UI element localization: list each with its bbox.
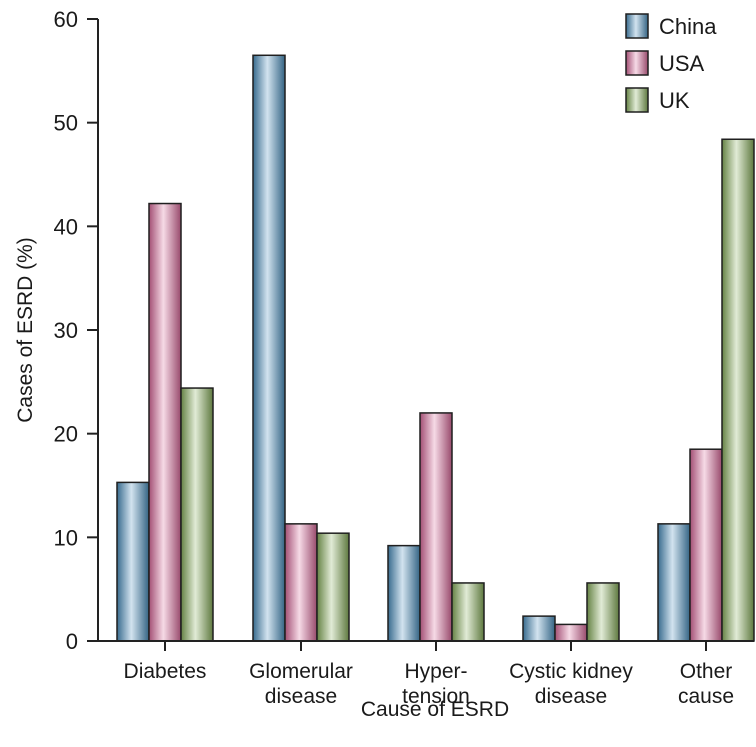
bar-usa-2 [284,523,318,642]
bar-china-4 [522,615,556,642]
legend-swatch-uk [625,87,649,113]
bar-usa-1 [148,202,182,642]
axes-layer: 0 10 20 30 40 50 60 Diabetes Glomerular disease Hy… [54,7,754,708]
legend-swatch-china [625,13,649,39]
x-tick-label: Hyper-tension [402,660,470,708]
y-tick-label: 50 [54,111,78,136]
bar-usa-3 [419,412,453,642]
x-tick-label: Diabetes [124,660,207,683]
legend-label-uk: UK [659,88,690,113]
y-tick-label: 0 [66,629,78,654]
y-tick-label: 40 [54,214,78,239]
bar-usa-4 [554,623,588,642]
bar-uk-1 [180,387,214,642]
y-axis-title: Cases of ESRD (%) [14,237,37,423]
bars-layer [116,54,755,642]
bar-china-3 [387,544,421,642]
x-tick-label: Cystic kidney disease [509,660,633,708]
x-tick-label: Glomerular disease [249,660,353,708]
x-tick-label: Other cause [678,660,734,708]
bar-uk-5 [721,138,755,642]
x-axis-title: Cause of ESRD [361,698,509,721]
bar-china-2 [252,54,286,642]
y-tick-label: 10 [54,525,78,550]
bar-uk-2 [316,532,350,642]
bar-usa-5 [689,448,723,642]
legend-swatch-usa [625,50,649,76]
bar-uk-4 [586,582,620,642]
bar-china-1 [116,481,150,642]
bar-china-5 [657,523,691,642]
y-tick-label: 20 [54,422,78,447]
y-tick-label: 60 [54,7,78,32]
legend-label-china: China [659,14,717,39]
y-tick-label: 30 [54,318,78,343]
legend: China USA UK [625,13,717,113]
legend-label-usa: USA [659,51,705,76]
bar-uk-3 [451,582,485,642]
